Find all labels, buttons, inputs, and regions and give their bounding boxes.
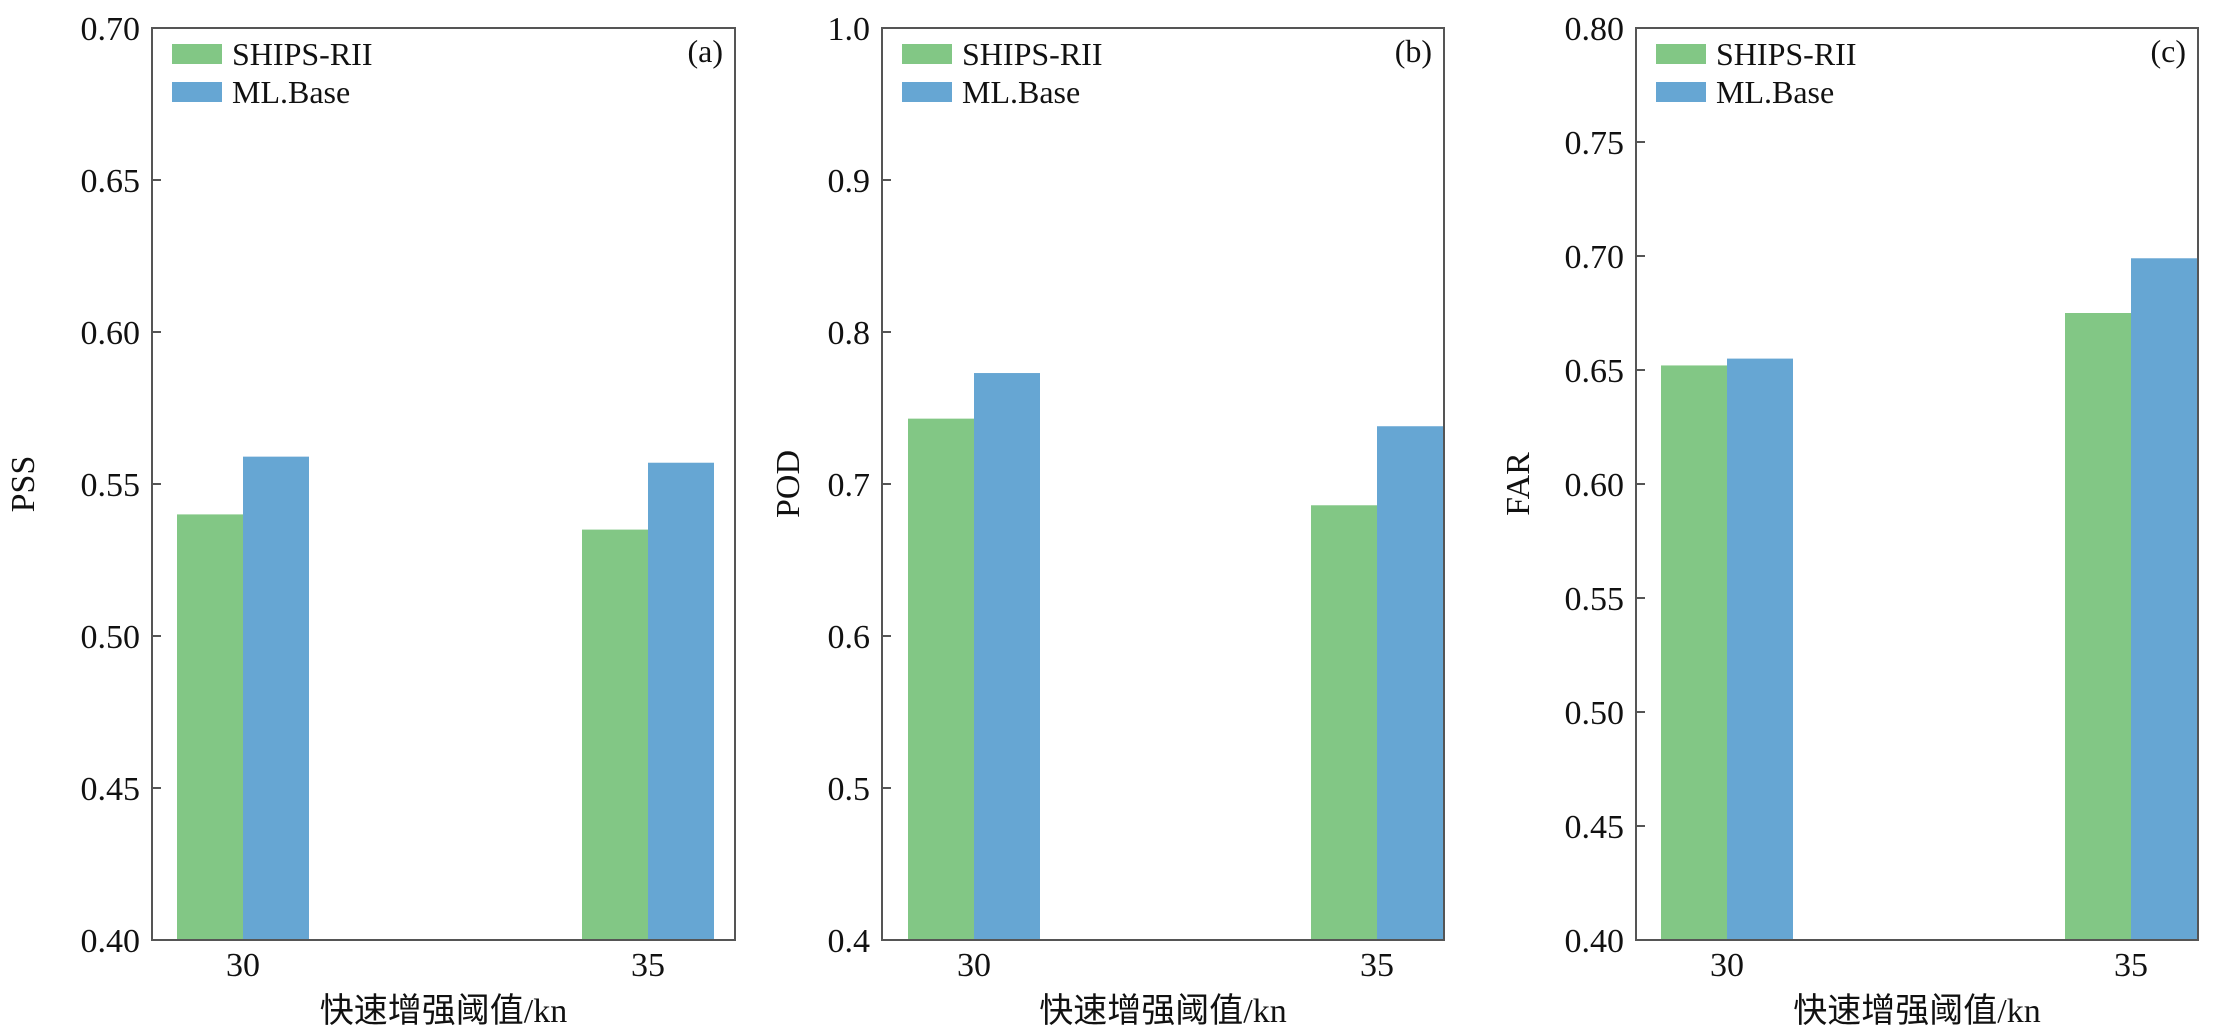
y-tick-label: 0.45 [81, 771, 141, 808]
y-tick-label: 0.80 [1565, 11, 1625, 48]
bar-ml-base-30 [1727, 358, 1793, 941]
y-tick-label: 0.5 [828, 771, 871, 808]
legend-swatch [172, 44, 222, 64]
y-tick-label: 0.55 [1565, 581, 1625, 618]
x-tick-label: 35 [2114, 947, 2148, 984]
bar-ml-base-30 [974, 373, 1040, 940]
y-tick-label: 0.4 [828, 923, 871, 960]
legend-label: SHIPS-RII [232, 36, 372, 72]
chart-panel-1: 0.40 0.45 0.50 0.55 0.60 0.65 0.70 30 35 快速增强阈值/k… [5, 11, 736, 1030]
y-tick-label: 0.50 [1565, 695, 1625, 732]
y-tick-label: 0.45 [1565, 809, 1625, 846]
y-tick-label: 1.0 [828, 11, 871, 48]
legend-swatch [172, 82, 222, 102]
legend-swatch [1656, 44, 1706, 64]
bar-ships-rii-30 [908, 418, 974, 940]
chart-panel-2: 0.4 0.5 0.6 0.7 0.8 0.9 1.0 30 35 快速增强阈值/kn POD (b)… [770, 11, 1445, 1030]
x-axis-label: 快速增强阈值/kn [320, 992, 567, 1030]
x-tick-label: 30 [1710, 947, 1744, 984]
y-tick-label: 0.40 [1565, 923, 1625, 960]
bar-ships-rii-30 [177, 514, 243, 940]
x-axis-label: 快速增强阈值/kn [1793, 992, 2040, 1030]
y-tick-label: 0.70 [81, 11, 141, 48]
bar-ml-base-35 [1377, 426, 1443, 940]
y-tick-label: 0.9 [828, 163, 871, 200]
legend-label: SHIPS-RII [1716, 36, 1856, 72]
y-tick-label: 0.60 [1565, 467, 1625, 504]
y-axis-label: POD [770, 450, 807, 518]
y-tick-label: 0.8 [828, 315, 871, 352]
y-tick-label: 0.65 [1565, 353, 1625, 390]
bar-ml-base-35 [648, 462, 714, 940]
legend-swatch [902, 82, 952, 102]
bar-ships-rii-35 [1311, 505, 1377, 940]
panel-label: (a) [687, 33, 723, 69]
legend-label: SHIPS-RII [962, 36, 1102, 72]
y-tick-label: 0.6 [828, 619, 871, 656]
y-tick-label: 0.65 [81, 163, 141, 200]
x-tick-label: 30 [957, 947, 991, 984]
y-tick-label: 0.70 [1565, 239, 1625, 276]
chart-panel-3: 0.40 0.45 0.50 0.55 0.60 0.65 0.70 0.75 0.80 30 35… [1500, 11, 2199, 1030]
panel-label: (c) [2150, 33, 2186, 69]
y-tick-label: 0.75 [1565, 125, 1625, 162]
legend-label: ML.Base [1716, 74, 1834, 110]
bar-ships-rii-35 [582, 529, 648, 940]
y-tick-label: 0.7 [828, 467, 871, 504]
x-tick-label: 35 [631, 947, 665, 984]
x-axis-label: 快速增强阈值/kn [1039, 992, 1286, 1030]
legend-label: ML.Base [962, 74, 1080, 110]
x-tick-label: 35 [1360, 947, 1394, 984]
y-axis-label: PSS [5, 456, 42, 513]
y-axis-label: FAR [1500, 452, 1537, 516]
legend-swatch [1656, 82, 1706, 102]
bar-ships-rii-30 [1661, 365, 1727, 940]
legend-swatch [902, 44, 952, 64]
bar-ships-rii-35 [2065, 313, 2131, 940]
bar-ml-base-30 [243, 456, 309, 940]
y-tick-label: 0.55 [81, 467, 141, 504]
y-tick-label: 0.40 [81, 923, 141, 960]
x-tick-label: 30 [226, 947, 260, 984]
panel-label: (b) [1395, 33, 1432, 69]
y-tick-label: 0.60 [81, 315, 141, 352]
y-tick-label: 0.50 [81, 619, 141, 656]
legend-label: ML.Base [232, 74, 350, 110]
bar-ml-base-35 [2131, 258, 2197, 940]
